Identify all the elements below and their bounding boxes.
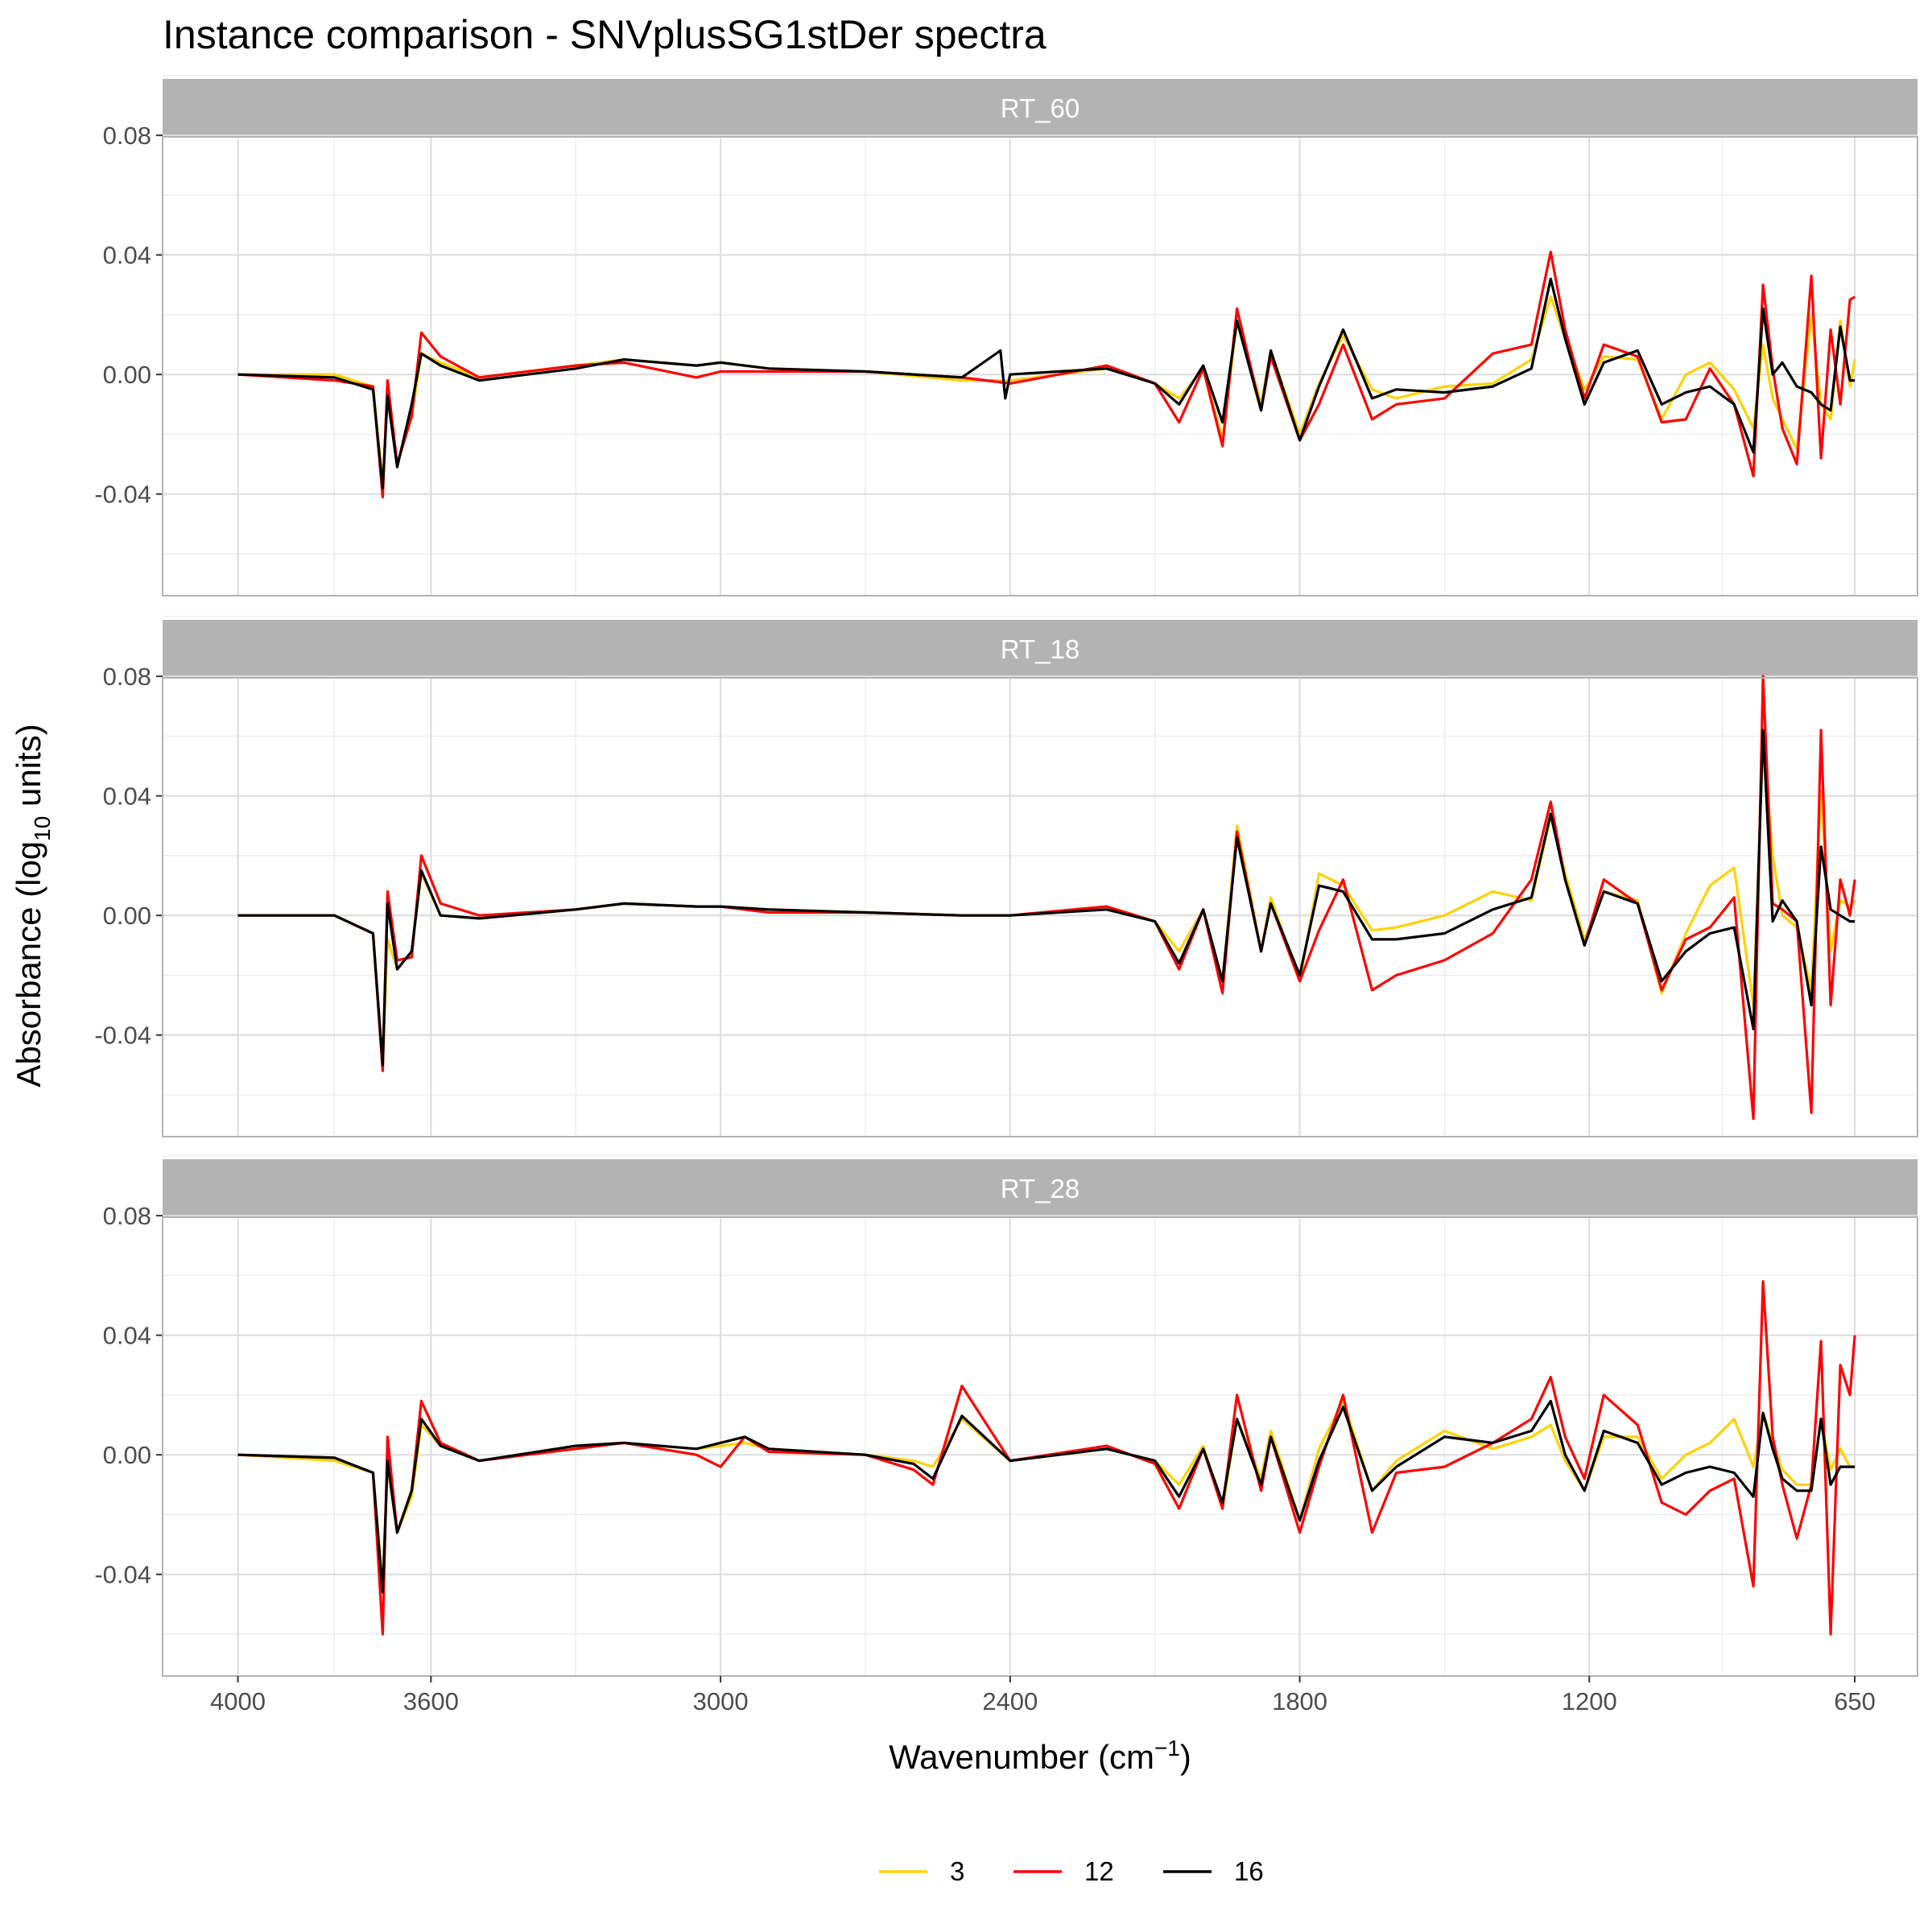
series-lines <box>237 1280 1856 1636</box>
x-axis-title-text: Wavenumber (cm <box>889 1738 1154 1776</box>
plot-background <box>163 678 1918 1137</box>
y-tick-label: 0.08 <box>103 1202 151 1230</box>
y-axis-title-subscript: 10 <box>30 816 55 841</box>
x-tick-label: 650 <box>1834 1687 1876 1715</box>
y-tick-label: 0.00 <box>103 1441 151 1469</box>
x-tick-label: 1800 <box>1272 1687 1327 1715</box>
x-tick-label: 2400 <box>982 1687 1038 1715</box>
y-axis-ticks: -0.04 0.00 0.04 0.08 <box>94 1202 163 1589</box>
x-axis-title-exponent: −1 <box>1154 1736 1180 1761</box>
facet-strip-label: RT_18 <box>1001 634 1080 664</box>
legend-label: 16 <box>1234 1856 1264 1886</box>
plot-background <box>163 137 1918 596</box>
facet-panel-rt_28: RT_28 -0.04 0.00 0.04 0.08 <box>94 1155 1918 1677</box>
y-tick-label: 0.04 <box>103 1322 151 1350</box>
series-line-16 <box>237 1399 1856 1594</box>
legend-label: 3 <box>950 1856 964 1886</box>
y-tick-label: -0.04 <box>94 1561 151 1589</box>
facet-strip <box>163 1159 1918 1217</box>
series-line-16 <box>237 729 1856 1067</box>
y-axis-title: Absorbance (log10 units) <box>10 724 55 1087</box>
y-axis-title-text: Absorbance (log <box>10 841 47 1088</box>
gridlines <box>163 1155 1918 1676</box>
series-line-12 <box>237 675 1856 1121</box>
chart-title: Instance comparison - SNVplusSG1stDer sp… <box>163 12 1046 57</box>
x-tick-label: 3000 <box>693 1687 749 1715</box>
x-tick-label: 1200 <box>1562 1687 1617 1715</box>
gridlines <box>163 616 1918 1137</box>
series-lines <box>237 675 1856 1121</box>
y-tick-label: 0.00 <box>103 902 151 930</box>
series-line-16 <box>237 277 1856 489</box>
y-axis-ticks: -0.04 0.00 0.04 0.08 <box>94 122 163 509</box>
y-tick-label: 0.00 <box>103 361 151 389</box>
y-axis-title-end: units) <box>10 724 47 815</box>
x-axis-title: Wavenumber (cm−1) <box>889 1736 1191 1776</box>
series-lines <box>237 250 1856 499</box>
y-tick-label: 0.08 <box>103 663 151 691</box>
facet-strip <box>163 620 1918 678</box>
plot-background <box>163 1217 1918 1676</box>
y-tick-label: 0.04 <box>103 242 151 270</box>
x-tick-label: 3600 <box>403 1687 459 1715</box>
facet-strip-label: RT_60 <box>1001 93 1080 123</box>
y-tick-label: -0.04 <box>94 481 151 509</box>
facet-panel-rt_18: RT_18 -0.04 0.00 0.04 0.08 <box>94 616 1918 1137</box>
panel-border <box>162 1216 1918 1677</box>
legend: 3 12 16 <box>879 1856 1264 1886</box>
y-tick-label: 0.04 <box>103 782 151 811</box>
facet-panels: RT_60 -0.04 0.00 0.04 0.08 RT_18 -0.04 0.00 0.04… <box>94 75 1918 1677</box>
x-axis-title-close: ) <box>1180 1738 1191 1776</box>
facet-panel-rt_60: RT_60 -0.04 0.00 0.04 0.08 <box>94 75 1918 597</box>
panel-border <box>162 677 1918 1137</box>
y-axis-ticks: -0.04 0.00 0.04 0.08 <box>94 663 163 1050</box>
y-tick-label: 0.08 <box>103 122 151 150</box>
facet-strip-label: RT_28 <box>1001 1174 1080 1203</box>
legend-label: 12 <box>1084 1856 1114 1886</box>
series-line-12 <box>237 250 1856 499</box>
y-tick-label: -0.04 <box>94 1022 151 1050</box>
x-axis-ticks: 4000 3600 3000 2400 1800 1200 650 <box>210 1676 1876 1715</box>
panel-border <box>162 136 1918 597</box>
facet-strip <box>163 79 1918 137</box>
x-tick-label: 4000 <box>210 1687 266 1715</box>
